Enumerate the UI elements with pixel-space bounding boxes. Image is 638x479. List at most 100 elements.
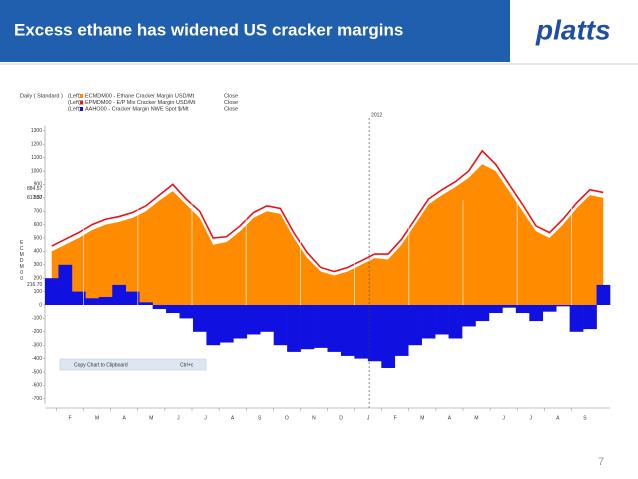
bar [125, 291, 140, 305]
bar [556, 305, 570, 307]
bar [85, 298, 100, 305]
bar [421, 305, 436, 339]
y-tick-label: 600 [34, 222, 43, 228]
logo-box [512, 0, 638, 62]
x-tick-label: S [258, 415, 262, 421]
last-value-label: 216.70 [27, 282, 43, 288]
bar [98, 296, 113, 305]
y-axis-label: ECMDM00 [19, 240, 25, 282]
y-tick-label: 1000 [31, 168, 42, 174]
x-tick-label: J [177, 415, 180, 421]
y-tick-label: -600 [32, 383, 42, 389]
y-tick-label: -100 [32, 316, 42, 322]
x-tick-label: F [68, 415, 71, 421]
slide-title: Excess ethane has widened US cracker mar… [14, 20, 403, 39]
y-tick-label: 800 [34, 195, 43, 201]
bar [435, 305, 449, 335]
bar [166, 305, 180, 314]
bar [219, 305, 234, 343]
bar [569, 305, 584, 332]
legend-field: Close [224, 100, 238, 106]
x-tick-label: M [474, 415, 478, 421]
y-tick-label: -500 [32, 369, 42, 375]
x-tick-label: J [204, 415, 207, 421]
x-tick-label: D [339, 415, 343, 421]
bar [71, 291, 86, 305]
y-tick-label: 1100 [31, 155, 42, 161]
bar [300, 305, 315, 350]
bar [340, 305, 355, 356]
y-tick-label: 500 [34, 235, 43, 241]
chart: Daily ( Standard ) (Left) ECMDM00 - Ethane… [19, 93, 611, 421]
bar [583, 305, 597, 330]
bar [381, 305, 396, 368]
y-tick-label: 900 [34, 182, 43, 188]
bar [246, 305, 261, 335]
x-tick-label: M [95, 415, 99, 421]
y-tick-label: 1300 [31, 128, 42, 134]
x-tick-label: F [394, 415, 397, 421]
x-tick-label: A [231, 415, 235, 421]
bar [287, 305, 301, 352]
x-tick-label: M [149, 415, 153, 421]
x-tick-label: M [420, 415, 424, 421]
legend-name: AAHO00 - Cracker Margin NWE Spot $/Mt [85, 106, 189, 112]
x-tick-label: J [502, 415, 505, 421]
context-menu-shortcut: Ctrl+c [180, 362, 194, 368]
legend-field: Close [224, 106, 238, 112]
bar [327, 305, 342, 352]
legend-name: EPMDM00 - E/P Mix Cracker Margin USD/Mt [85, 100, 196, 106]
bar [152, 305, 167, 310]
bar [206, 305, 221, 346]
legend-header: Daily ( Standard ) [20, 93, 63, 99]
bar [45, 278, 59, 305]
y-tick-label: 100 [34, 289, 43, 295]
legend-swatch [80, 107, 83, 111]
x-tick-label: N [312, 415, 316, 421]
bar [542, 305, 557, 312]
bar [354, 305, 369, 359]
y-tick-label: 300 [34, 262, 43, 268]
bar [233, 305, 248, 339]
legend-name: ECMDM00 - Ethane Cracker Margin USD/Mt [85, 93, 195, 99]
y-tick-label: -300 [32, 343, 42, 349]
page-number: 7 [598, 456, 604, 468]
bar [462, 305, 476, 327]
y-tick-label: -700 [32, 396, 42, 402]
line [51, 149, 604, 273]
bar [475, 305, 490, 322]
bar [488, 305, 503, 314]
legend-side: (Left) [68, 100, 81, 106]
area [51, 164, 604, 305]
bar [58, 264, 73, 305]
x-tick-label: A [556, 415, 560, 421]
bar [408, 305, 422, 346]
annotation: 2012 [371, 112, 382, 118]
last-value-label: 884.57 [27, 186, 43, 192]
x-tick-label: A [448, 415, 452, 421]
title-bar [0, 0, 510, 62]
legend-side: (Left) [68, 106, 81, 112]
legend-side: (Left) [68, 93, 81, 99]
y-tick-label: 200 [34, 276, 43, 282]
bar [192, 305, 207, 332]
bar [179, 305, 194, 319]
bar [314, 305, 328, 348]
bar [260, 305, 274, 332]
bar [596, 284, 611, 305]
bar [529, 305, 544, 322]
bar [394, 305, 409, 356]
x-tick-label: J [367, 415, 370, 421]
context-menu-item: Copy Chart to Clipboard [74, 362, 128, 368]
x-tick-label: J [529, 415, 532, 421]
logo: platts [535, 14, 611, 45]
x-tick-label: A [123, 415, 127, 421]
context-menu [59, 358, 207, 371]
last-value-label: 817.57 [27, 195, 43, 201]
y-tick-label: 700 [34, 209, 43, 215]
x-tick-label: S [583, 415, 587, 421]
bar [112, 284, 127, 305]
y-tick-label: 1200 [31, 142, 42, 148]
